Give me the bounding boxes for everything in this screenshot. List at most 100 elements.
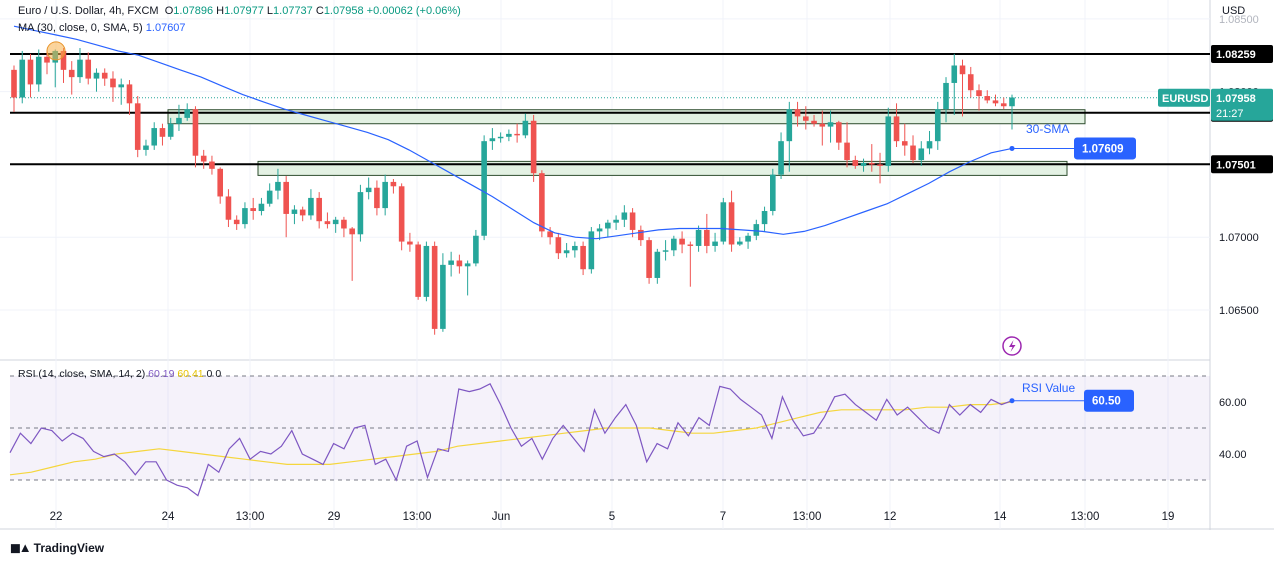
candle-body bbox=[629, 212, 636, 230]
candle-body bbox=[159, 128, 166, 137]
candle-body bbox=[976, 90, 982, 97]
candle-body bbox=[967, 74, 974, 91]
candle-body bbox=[786, 109, 793, 142]
candle-body bbox=[827, 122, 834, 127]
symbol-title: Euro / U.S. Dollar, 4h, FXCM bbox=[18, 5, 159, 17]
rsi-legend-row: RSI (14, close, SMA, 14, 2) 60.19 60.41 … bbox=[18, 368, 222, 380]
candle-body bbox=[572, 245, 578, 251]
rsi-sma-legend-value: 60.41 bbox=[177, 368, 204, 380]
change-value: +0.00062 (+0.06%) bbox=[366, 5, 461, 17]
candle-body bbox=[258, 203, 265, 212]
candle-body bbox=[943, 82, 949, 110]
candle-body bbox=[11, 69, 17, 98]
high-value: 1.07977 bbox=[224, 5, 264, 17]
x-tick-label: Jun bbox=[492, 511, 511, 523]
candle-body bbox=[341, 219, 347, 229]
candle-body bbox=[464, 263, 471, 267]
x-tick-label: 13:00 bbox=[793, 511, 822, 523]
candle-body bbox=[68, 69, 75, 78]
lightning-icon bbox=[1002, 336, 1022, 356]
candle-body bbox=[110, 78, 116, 88]
candle-body bbox=[596, 228, 603, 232]
brand-name: TradingView bbox=[33, 541, 105, 555]
candle-body bbox=[770, 174, 776, 212]
candle-body bbox=[514, 133, 520, 136]
candle-body bbox=[613, 219, 619, 223]
ma-legend-row: MA (30, close, 0, SMA, 5) 1.07607 bbox=[18, 22, 186, 34]
candle-body bbox=[440, 264, 446, 329]
candle-body bbox=[803, 116, 809, 121]
x-tick-label: 29 bbox=[328, 511, 341, 523]
open-value: 1.07896 bbox=[173, 5, 214, 17]
low-value: 1.07737 bbox=[273, 5, 313, 17]
candle-body bbox=[1009, 97, 1015, 107]
candle-body bbox=[390, 181, 397, 187]
rsi-annotation-label: RSI Value bbox=[1022, 381, 1075, 395]
ma-legend-value: 1.07607 bbox=[145, 22, 186, 34]
candle-body bbox=[151, 128, 158, 146]
candle-body bbox=[27, 59, 34, 85]
candle-body bbox=[60, 50, 67, 70]
candle-body bbox=[745, 235, 751, 242]
candle-body bbox=[811, 120, 817, 124]
candle-body bbox=[77, 59, 83, 78]
level-price-tag bbox=[1211, 155, 1273, 174]
candle-body bbox=[852, 160, 859, 166]
x-tick-label: 5 bbox=[609, 511, 615, 523]
candle-body bbox=[357, 192, 364, 235]
candle-body bbox=[126, 84, 133, 104]
candle-body bbox=[638, 229, 644, 241]
candle-body bbox=[275, 181, 281, 191]
ma-legend-label: MA (30, close, 0, SMA, 5) bbox=[18, 22, 143, 34]
candle-body bbox=[456, 260, 463, 267]
x-tick-label: 14 bbox=[994, 511, 1007, 523]
candle-body bbox=[489, 138, 496, 142]
bar-countdown-label: 21:27 bbox=[1216, 108, 1244, 120]
candle-body bbox=[365, 187, 372, 193]
candle-body bbox=[621, 212, 628, 220]
candle-body bbox=[1000, 103, 1007, 107]
candle-body bbox=[761, 211, 768, 225]
candle-body bbox=[19, 59, 26, 98]
x-tick-label: 13:00 bbox=[403, 511, 432, 523]
candle-body bbox=[712, 241, 718, 246]
candle-body bbox=[35, 56, 42, 85]
candle-body bbox=[910, 145, 916, 161]
candle-body bbox=[992, 100, 999, 104]
candle-body bbox=[291, 209, 298, 214]
candle-body bbox=[753, 224, 760, 236]
candle-body bbox=[934, 109, 941, 142]
candle-body bbox=[101, 72, 108, 79]
candle-body bbox=[332, 219, 339, 225]
y-tick-label: 1.07000 bbox=[1219, 232, 1259, 244]
x-tick-label: 24 bbox=[162, 511, 175, 523]
symbol-tag bbox=[1158, 88, 1210, 107]
candle-body bbox=[951, 65, 958, 83]
candle-body bbox=[250, 208, 256, 212]
rsi-sma-line bbox=[9, 401, 1013, 476]
candle-body bbox=[646, 240, 652, 278]
candle-body bbox=[835, 122, 842, 143]
chart-title-row: Euro / U.S. Dollar, 4h, FXCM O1.07896 H1… bbox=[18, 5, 461, 17]
level-price-tag bbox=[1211, 44, 1273, 63]
candle-body bbox=[308, 197, 314, 216]
candle-body bbox=[184, 109, 191, 118]
currency-label: USD bbox=[1222, 5, 1246, 17]
candle-body bbox=[539, 173, 545, 232]
x-tick-label: 13:00 bbox=[236, 511, 265, 523]
candle-body bbox=[209, 161, 215, 169]
candle-body bbox=[481, 141, 487, 236]
sma-line bbox=[13, 25, 1013, 240]
symbol-tag-label: EURUSD bbox=[1162, 93, 1209, 105]
candle-body bbox=[901, 141, 908, 146]
candle-body bbox=[844, 142, 850, 161]
y-tick-label: 1.06500 bbox=[1219, 305, 1259, 317]
lightning-bolt bbox=[1009, 340, 1016, 352]
candle-body bbox=[398, 186, 405, 242]
candle-body bbox=[85, 59, 92, 79]
last-price-label: 1.07958 bbox=[1216, 93, 1256, 105]
candle-body bbox=[349, 228, 355, 235]
candle-body bbox=[431, 245, 438, 329]
